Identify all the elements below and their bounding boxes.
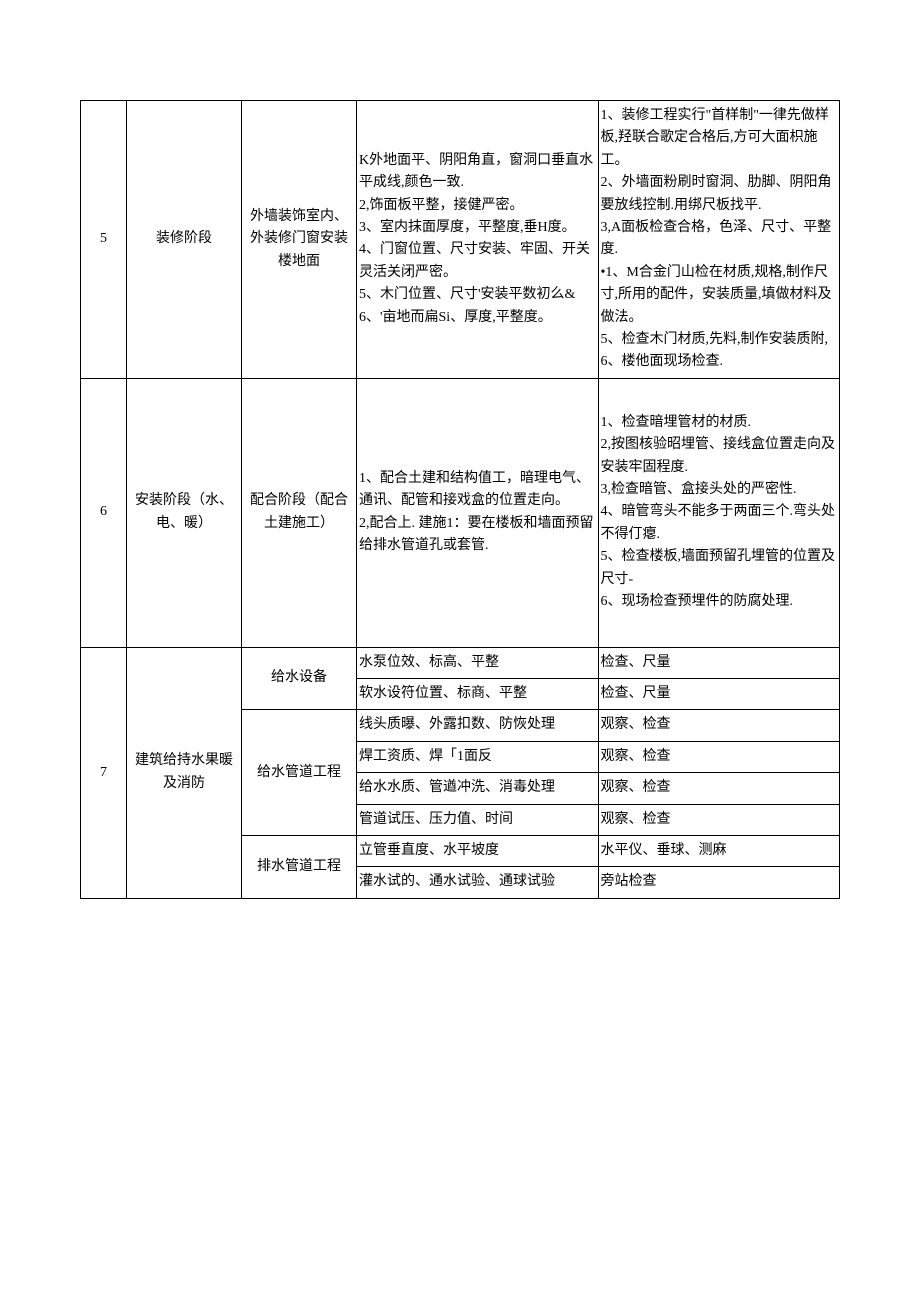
row-method: 观察、检查 — [598, 773, 840, 804]
main-table: 5 装修阶段 外墙装饰室内、外装修门窗安装楼地面 K外地面平、阴阳角直，窗洞口垂… — [80, 100, 840, 899]
row-stage: 建筑给持水果暖及消防 — [127, 647, 242, 898]
table-body: 5 装修阶段 外墙装饰室内、外装修门窗安装楼地面 K外地面平、阴阳角直，窗洞口垂… — [81, 101, 840, 899]
row-sub: 外墙装饰室内、外装修门窗安装楼地面 — [242, 101, 357, 379]
row-method: 水平仪、垂球、测麻 — [598, 836, 840, 867]
row-sub: 给水管道工程 — [242, 710, 357, 836]
row-method: 检查、尺量 — [598, 679, 840, 710]
row-check: 给水水质、管遒冲洗、消毒处理 — [357, 773, 599, 804]
row-stage: 装修阶段 — [127, 101, 242, 379]
row-stage: 安装阶段（水、电、暖） — [127, 378, 242, 647]
row-check: 立管垂直度、水平坡度 — [357, 836, 599, 867]
row-check: 焊工资质、焊「1面反 — [357, 741, 599, 772]
table-row: 6 安装阶段（水、电、暖） 配合阶段（配合土建施工） 1、配合土建和结构值工，暗… — [81, 378, 840, 647]
row-check: 水泵位效、标高、平整 — [357, 647, 599, 678]
row-check: K外地面平、阴阳角直，窗洞口垂直水平成线,颜色一致.2,饰面板平整，接健严密。3… — [357, 101, 599, 379]
row-check: 软水设符位置、标商、平整 — [357, 679, 599, 710]
row-method: 1、装修工程实行"首样制"一律先做样板,羟联合歌定合格后,方可大面枳施工。2、外… — [598, 101, 840, 379]
row-method: 1、检查暗埋管材的材质.2,按图核验昭埋管、接线盒位置走向及安装牢固程度.3,检… — [598, 378, 840, 647]
row-method: 检查、尺量 — [598, 647, 840, 678]
table-row: 5 装修阶段 外墙装饰室内、外装修门窗安装楼地面 K外地面平、阴阳角直，窗洞口垂… — [81, 101, 840, 379]
row-method: 观察、检查 — [598, 804, 840, 835]
row-method: 旁站检查 — [598, 867, 840, 898]
row-check: 灌水试的、通水试验、通球试验 — [357, 867, 599, 898]
row-check: 1、配合土建和结构值工，暗理电气、通讯、配管和接戏盒的位置走向。2,配合上. 建… — [357, 378, 599, 647]
row-number: 7 — [81, 647, 127, 898]
page-container: 5 装修阶段 外墙装饰室内、外装修门窗安装楼地面 K外地面平、阴阳角直，窗洞口垂… — [0, 0, 920, 959]
row-method: 观察、检查 — [598, 710, 840, 741]
table-row: 7 建筑给持水果暖及消防 给水设备 水泵位效、标高、平整 检查、尺量 — [81, 647, 840, 678]
row-number: 5 — [81, 101, 127, 379]
row-check: 管道试压、压力值、时间 — [357, 804, 599, 835]
row-check: 线头质曝、外露扣数、防恢处理 — [357, 710, 599, 741]
row-sub: 给水设备 — [242, 647, 357, 710]
row-method: 观察、检查 — [598, 741, 840, 772]
row-sub: 配合阶段（配合土建施工） — [242, 378, 357, 647]
row-sub: 排水管道工程 — [242, 836, 357, 899]
row-number: 6 — [81, 378, 127, 647]
